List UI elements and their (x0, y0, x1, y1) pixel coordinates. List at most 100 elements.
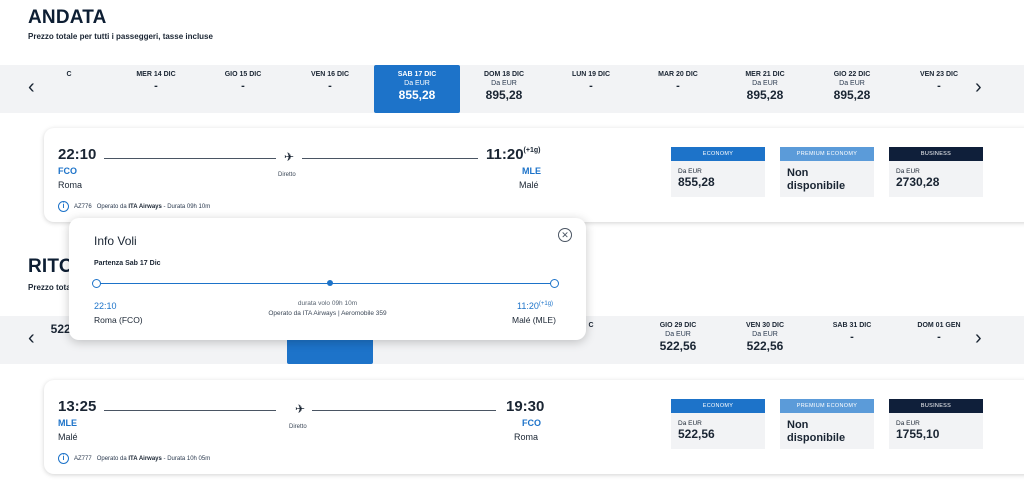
date-option[interactable]: VEN 30 DIC Da EUR 522,56 (722, 316, 808, 364)
route-line (104, 158, 276, 159)
chevron-right-icon[interactable]: › (975, 76, 982, 98)
departure-time: 13:25 (58, 398, 97, 415)
date-label: GIO 29 DIC (659, 322, 697, 329)
fare-premium-economy[interactable]: PREMIUM ECONOMY Non disponibile (780, 147, 874, 197)
return-flight-card[interactable]: 13:25 MLE Malé ✈ Diretto 19:30 FCO Roma … (44, 380, 1024, 474)
date-unavailable: - (241, 80, 245, 92)
popup-arr-place: Malé (MLE) (512, 315, 556, 325)
date-option[interactable]: C (548, 316, 634, 364)
arrival-code: FCO (522, 418, 541, 428)
date-unavailable: - (850, 331, 854, 343)
airplane-icon: ✈ (284, 150, 295, 164)
date-from-label: Da EUR (752, 331, 778, 338)
popup-operator: Operato da ITA Airways | Aeromobile 359 (268, 310, 387, 317)
date-label: GIO 15 DIC (224, 71, 262, 78)
date-option[interactable]: GIO 15 DIC - (200, 65, 286, 113)
date-unavailable: - (328, 80, 332, 92)
date-label: DOM 18 DIC (483, 71, 525, 78)
fare-business[interactable]: BUSINESS Da EUR 1755,10 (889, 399, 983, 449)
departure-code: FCO (58, 166, 77, 176)
direct-label: Diretto (278, 172, 296, 178)
date-from-label: Da EUR (665, 331, 691, 338)
date-option[interactable]: VEN 23 DIC - (896, 65, 982, 113)
date-label: C (588, 322, 594, 329)
departure-time: 22:10 (58, 146, 97, 163)
arrival-city: Malé (519, 180, 539, 190)
arrival-time: 19:30 (506, 398, 545, 415)
midpoint-dot (327, 280, 333, 286)
popup-arr-time: 11:20(+1g) (517, 301, 554, 311)
arrival-city: Roma (514, 432, 539, 442)
date-option[interactable]: LUN 19 DIC - (548, 65, 634, 113)
route-line (302, 158, 478, 159)
date-from-label: Da EUR (404, 80, 430, 87)
destination-dot (550, 279, 559, 288)
origin-dot (92, 279, 101, 288)
route-line (104, 410, 276, 411)
date-unavailable: - (937, 331, 941, 343)
date-label: LUN 19 DIC (571, 71, 611, 78)
date-unavailable: - (937, 80, 941, 92)
date-label: MER 14 DIC (136, 71, 176, 78)
outbound-flight-card[interactable]: 22:10 FCO Roma ✈ Diretto 11:20(+1g) MLE … (44, 128, 1024, 222)
popup-title: Info Voli (94, 234, 137, 248)
date-option[interactable]: VEN 16 DIC - (287, 65, 373, 113)
date-option[interactable]: MER 14 DIC - (113, 65, 199, 113)
route-line (312, 410, 496, 411)
date-option[interactable]: MER 21 DIC Da EUR 895,28 (722, 65, 808, 113)
date-label: VEN 16 DIC (310, 71, 350, 78)
date-option[interactable]: SAB 31 DIC - (809, 316, 895, 364)
info-icon[interactable]: i (58, 453, 69, 464)
date-option[interactable]: DOM 01 GEN - (896, 316, 982, 364)
arrival-code: MLE (522, 166, 541, 176)
flight-number: AZ776 (74, 203, 92, 210)
date-label: VEN 30 DIC (745, 322, 785, 329)
close-icon[interactable]: ✕ (558, 228, 572, 242)
date-from-label: Da EUR (491, 80, 517, 87)
chevron-right-icon[interactable]: › (975, 327, 982, 349)
return-subtitle: Prezzo tota (28, 283, 71, 292)
date-price: 522,56 (659, 339, 697, 353)
flight-info-row[interactable]: i AZ777 Operato da ITA Airways - Durata … (58, 453, 210, 464)
fare-economy[interactable]: ECONOMY Da EUR 855,28 (671, 147, 765, 197)
chevron-left-icon[interactable]: ‹ (28, 76, 35, 98)
flight-info-row[interactable]: i AZ776 Operato da ITA Airways - Durata … (58, 201, 210, 212)
popup-departure-date: Partenza Sab 17 Dic (94, 260, 161, 267)
date-option[interactable]: GIO 22 DIC Da EUR 895,28 (809, 65, 895, 113)
date-option[interactable]: C (26, 65, 112, 113)
route-track (96, 283, 555, 284)
date-price: 855,28 (398, 88, 436, 102)
fare-business[interactable]: BUSINESS Da EUR 2730,28 (889, 147, 983, 197)
chevron-left-icon[interactable]: ‹ (28, 327, 35, 349)
return-title: RITOI (28, 256, 80, 277)
popup-duration: durata volo 09h 10m (297, 300, 358, 307)
direct-label: Diretto (289, 424, 307, 430)
date-unavailable: - (154, 80, 158, 92)
date-label: SAB 17 DIC (397, 71, 437, 78)
airplane-icon: ✈ (295, 402, 306, 416)
date-unavailable: - (589, 80, 593, 92)
date-option[interactable]: SAB 17 DIC Da EUR 855,28 (374, 65, 460, 113)
date-option[interactable]: GIO 29 DIC Da EUR 522,56 (635, 316, 721, 364)
date-label: MAR 20 DIC (658, 71, 698, 78)
date-label: VEN 23 DIC (919, 71, 959, 78)
popup-dep-time: 22:10 (94, 301, 117, 311)
date-label: GIO 22 DIC (833, 71, 871, 78)
date-unavailable: - (676, 80, 680, 92)
date-price: 895,28 (833, 88, 871, 102)
info-icon[interactable]: i (58, 201, 69, 212)
date-option[interactable]: DOM 18 DIC Da EUR 895,28 (461, 65, 547, 113)
outbound-title: ANDATA (28, 7, 107, 28)
popup-dep-place: Roma (FCO) (94, 315, 143, 325)
date-label: MER 21 DIC (745, 71, 785, 78)
fare-premium-economy[interactable]: PREMIUM ECONOMY Non disponibile (780, 399, 874, 449)
flight-info-popup: Info Voli ✕ Partenza Sab 17 Dic 22:10 Ro… (69, 218, 586, 340)
outbound-date-strip: ‹ C MER 14 DIC - GIO 15 DIC - VEN 16 DIC - SAB … (0, 65, 1024, 113)
date-option[interactable]: MAR 20 DIC - (635, 65, 721, 113)
flight-number: AZ777 (74, 455, 92, 462)
departure-city: Roma (58, 180, 83, 190)
date-price: 895,28 (485, 88, 523, 102)
date-label: SAB 31 DIC (832, 322, 872, 329)
fare-economy[interactable]: ECONOMY Da EUR 522,56 (671, 399, 765, 449)
date-label: DOM 01 GEN (917, 322, 961, 329)
